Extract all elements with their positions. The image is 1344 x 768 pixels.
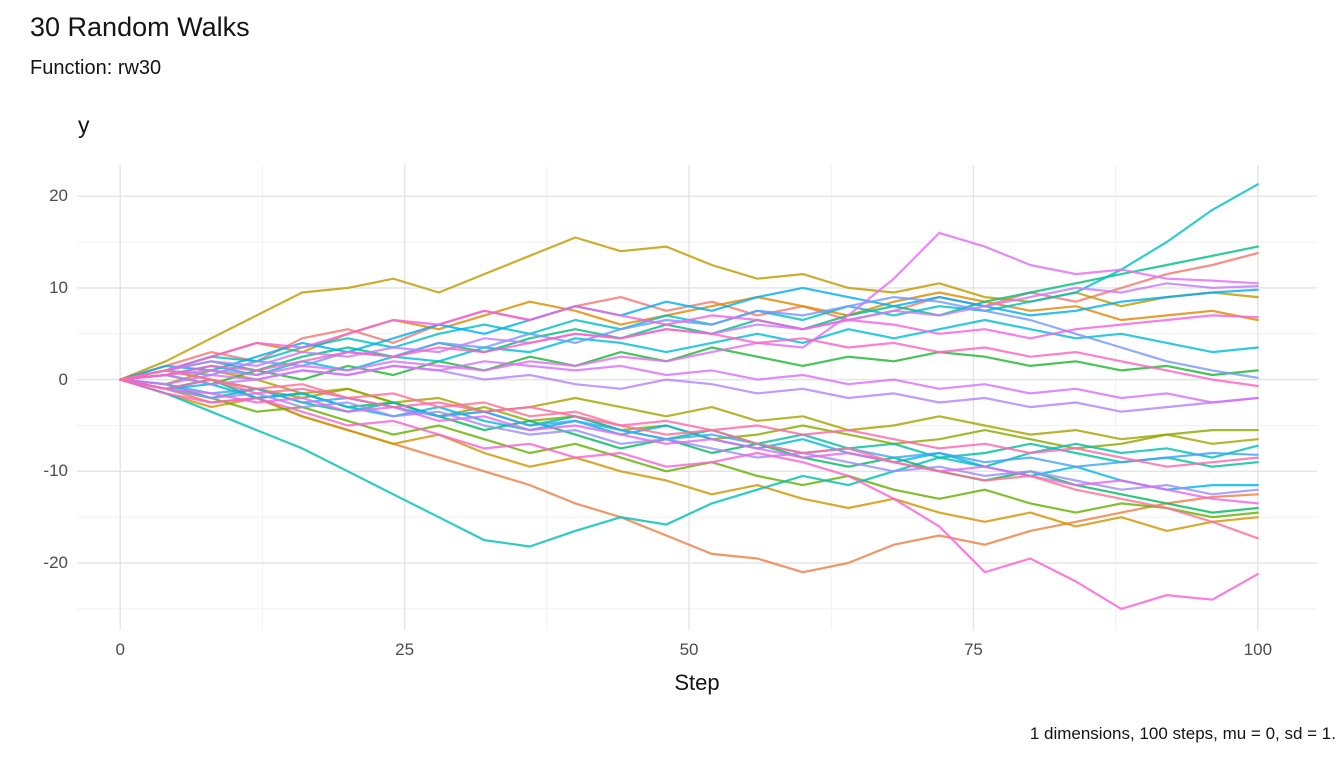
y-tick-label: 20 — [49, 186, 68, 206]
walk-line-walk-11 — [119, 245, 1259, 381]
random-walk-chart — [77, 165, 1317, 630]
y-tick-label: 10 — [49, 277, 68, 297]
plot-caption: 1 dimensions, 100 steps, mu = 0, sd = 1. — [1029, 724, 1336, 743]
y-tick-label: -20 — [43, 553, 68, 573]
x-tick-label: 75 — [963, 640, 983, 659]
walk-line-walk-08 — [119, 378, 1259, 519]
x-tick-label: 0 — [115, 640, 125, 659]
x-tick-label: 50 — [679, 640, 699, 659]
walk-line-walk-24 — [119, 231, 1259, 381]
walk-line-walk-28 — [119, 328, 1259, 388]
walk-line-walk-23 — [119, 360, 1259, 404]
y-tick-label: -10 — [43, 461, 68, 481]
walk-line-walk-20 — [119, 378, 1259, 496]
walk-line-walk-06 — [119, 369, 1259, 445]
x-tick-label: 100 — [1243, 640, 1273, 659]
walk-line-walk-30 — [119, 369, 1259, 540]
plot-subtitle: Function: rw30 — [30, 57, 162, 79]
walk-line-walk-29 — [119, 378, 1259, 468]
plot-panel — [77, 165, 1317, 630]
plot-title: 30 Random Walks — [30, 12, 250, 42]
walk-line-walk-26 — [119, 305, 1259, 381]
walk-line-walk-12 — [119, 378, 1259, 468]
walk-line-walk-09 — [119, 346, 1259, 386]
walk-line-walk-03 — [119, 291, 1259, 381]
y-tick-label: 0 — [58, 369, 68, 389]
walk-line-walk-13 — [119, 378, 1259, 548]
walk-line-walk-18 — [119, 378, 1259, 468]
walk-line-walk-25 — [119, 378, 1259, 505]
x-tick-label: 25 — [395, 640, 415, 659]
walk-line-walk-27 — [119, 378, 1259, 610]
x-axis-title: Step — [674, 670, 720, 695]
walk-line-walk-04 — [119, 378, 1259, 532]
y-axis-title: y — [78, 112, 90, 138]
